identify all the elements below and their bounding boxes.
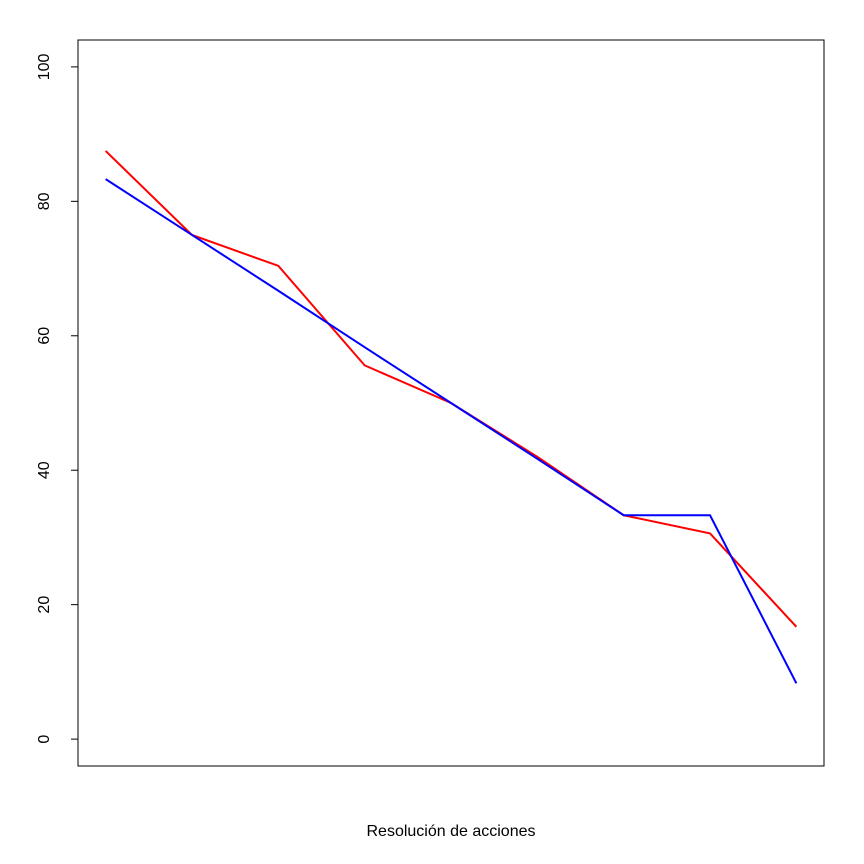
y-tick-label: 60	[36, 327, 53, 345]
y-tick-label: 20	[36, 596, 53, 614]
y-tick-label: 80	[36, 192, 53, 210]
data-line	[104, 150, 798, 628]
x-axis-label: Resolución de acciones	[367, 823, 536, 840]
y-tick-label: 100	[36, 53, 53, 80]
data-line	[105, 178, 798, 684]
y-tick-label: 0	[36, 735, 53, 744]
y-tick-label: 40	[36, 461, 53, 479]
